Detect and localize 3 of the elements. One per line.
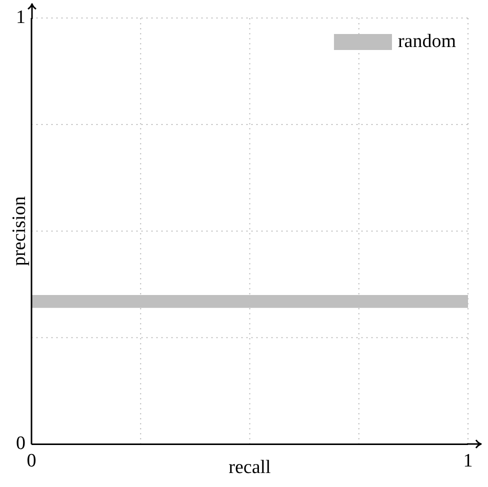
x-axis-title: recall — [228, 457, 271, 478]
y-axis-title: precision — [8, 196, 30, 266]
legend-label: random — [398, 30, 456, 52]
